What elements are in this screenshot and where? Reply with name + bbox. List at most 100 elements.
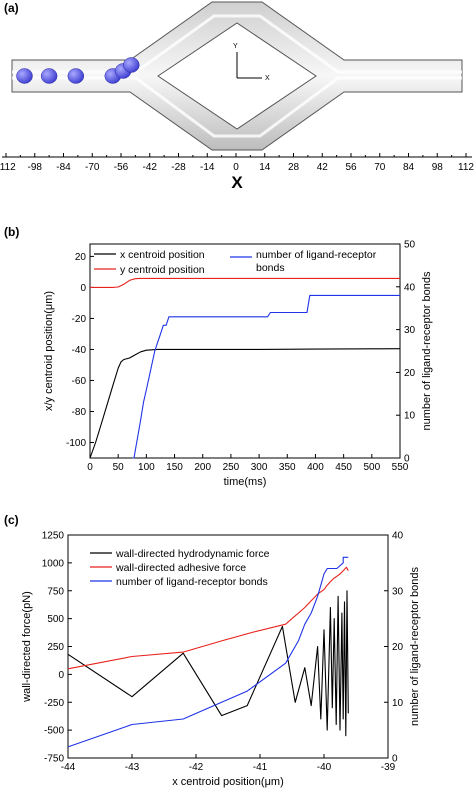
cell-5	[123, 57, 140, 73]
chart-c-y-tick-label-1: 1000	[42, 558, 65, 569]
diagram-tick-label-7: -14	[200, 162, 215, 173]
diagram-tick-label-12: 56	[345, 162, 357, 173]
chart-b-y-tick-label-5: -80	[72, 407, 87, 418]
panel-label-a: (a)	[4, 1, 19, 15]
axis-glyph-x-label: X	[265, 75, 270, 82]
chart-b-x-tick-label-5: 250	[223, 462, 240, 473]
legend-c-adhesive-label: wall-directed adhesive force	[115, 562, 246, 574]
legend-c-bonds-label: number of ligand-receptor bonds	[116, 576, 268, 588]
legend-b-x-label: x centroid position	[120, 249, 205, 261]
diagram-tick-label-3: -70	[85, 162, 100, 173]
chart-b-x-tick-label-7: 350	[279, 462, 296, 473]
diagram-tick-label-9: 14	[259, 162, 271, 173]
chart-b-x-tick-label-11: 550	[392, 462, 409, 473]
chart-b: 0 50 100 150 200 250 300 350 400 450 500 550200-20-…	[43, 240, 433, 489]
chart-b-x-tick-label-6: 300	[251, 462, 268, 473]
chart-b-y2-tick-label-2: 30	[404, 325, 416, 336]
chart-c-y2-axis-label: number of ligand-receptor bonds	[409, 567, 421, 726]
chart-c-y-tick-label-4: 250	[47, 642, 64, 653]
chart-b-series-0-line	[89, 348, 401, 459]
chart-b-y2-tick-label-0: 50	[404, 240, 416, 251]
legend-b-bonds-line1: number of ligand-receptor	[256, 249, 377, 261]
legend-b-y-label: y centroid position	[120, 264, 205, 276]
panel-label-c: (c)	[4, 513, 19, 527]
legend-c-hydro-label: wall-directed hydrodynamic force	[115, 548, 270, 560]
diagram-x-label: X	[231, 173, 243, 192]
diagram-tick-label-16: 112	[458, 162, 474, 173]
diagram-tick-label-10: 28	[288, 162, 300, 173]
diagram-x-ticks: -112 -98 -84 -70 -56 -42 -28 -14 0 14 28 42 56 70 84 98…	[0, 153, 474, 173]
chart-c-y2-tick-label-3: 10	[392, 698, 404, 709]
legend-b-bonds-label: number of ligand-receptor bonds	[256, 249, 379, 274]
cell-2	[67, 68, 85, 84]
cell-0	[16, 68, 33, 84]
diagram-tick-label-15: 98	[432, 162, 444, 173]
chart-b-y-tick-label-6: -100	[66, 438, 86, 449]
chart-c-y2-tick-label-2: 20	[392, 642, 404, 653]
chart-c-x-tick-label-0: -44	[61, 762, 76, 773]
channel-diagram: Y X -112 -98 -84 -70 -56 -42 -28 -14 0 14 28 42 56 70…	[0, 1, 474, 192]
diagram-tick-label-11: 42	[317, 162, 329, 173]
diagram-tick-label-2: -84	[56, 162, 71, 173]
chart-b-y-tick-label-3: -40	[72, 345, 87, 356]
legend-b-bonds-line2: bonds	[256, 262, 285, 274]
chart-b-x-tick-label-4: 200	[194, 462, 211, 473]
chart-c-y-tick-label-5: 0	[58, 670, 64, 681]
chart-b-x-axis-label: time(ms)	[224, 476, 267, 488]
chart-b-plot-frame	[89, 243, 401, 459]
chart-b-y2-tick-label-1: 40	[404, 282, 416, 293]
chart-c-x-tick-label-5: -39	[381, 762, 396, 773]
chart-c-y2-tick-label-0: 40	[392, 531, 404, 542]
chart-c-x-tick-label-1: -43	[125, 762, 140, 773]
diagram-tick-label-6: -28	[171, 162, 186, 173]
chart-b-x-tick-label-10: 500	[363, 462, 380, 473]
diagram-tick-label-13: 70	[374, 162, 386, 173]
chart-c-y-tick-label-2: 750	[47, 586, 64, 597]
chart-c-y-axis-label: wall-directed force(pN)	[21, 591, 33, 703]
chart-b-y2-tick-label-3: 20	[404, 368, 416, 379]
diagram-tick-label-5: -42	[143, 162, 158, 173]
chart-b-y-tick-label-0: 20	[75, 252, 87, 263]
chart-c-series-2-line	[67, 556, 349, 748]
chart-c-y-tick-label-7: -500	[44, 726, 64, 737]
chart-c-y-tick-label-8: -750	[44, 754, 64, 765]
cell-1	[40, 68, 58, 84]
chart-b-y2-tick-label-5: 0	[404, 454, 410, 465]
chart-b-series-2-line	[132, 294, 400, 459]
panel-label-b: (b)	[4, 225, 19, 239]
chart-c-x-axis-label: x centroid position(μm)	[172, 776, 284, 788]
chart-c-x-tick-label-2: -42	[189, 762, 204, 773]
diagram-tick-label-14: 84	[403, 162, 415, 173]
chart-c-y2-tick-label-4: 0	[392, 754, 398, 765]
chart-b-y-tick-label-2: -20	[72, 314, 87, 325]
chart-b-x-tick-label-1: 50	[113, 462, 125, 473]
chart-b-legend: x centroid position y centroid position …	[94, 249, 379, 276]
chart-c-y-tick-label-3: 500	[47, 614, 64, 625]
chart-c: -44 -43 -42 -41 -40 -39 1250 1000 750 500 250 0 -250…	[21, 531, 421, 789]
diagram-tick-label-4: -56	[114, 162, 129, 173]
chart-c-y2-tick-label-1: 30	[392, 586, 404, 597]
chart-b-x-tick-label-9: 450	[335, 462, 352, 473]
diagram-tick-label-1: -98	[28, 162, 43, 173]
chart-b-y-tick-label-4: -60	[72, 376, 87, 387]
chart-c-x-tick-label-3: -41	[253, 762, 268, 773]
diagram-tick-label-0: -112	[0, 162, 16, 173]
chart-c-y-tick-label-6: -250	[44, 698, 64, 709]
chart-b-x-tick-label-8: 400	[307, 462, 324, 473]
chart-b-series-1-line	[90, 277, 400, 288]
chart-b-y-axis-label: x/y centroid position(μm)	[43, 291, 55, 411]
chart-c-series-0-line	[67, 590, 349, 737]
chart-b-x-tick-label-2: 100	[138, 462, 155, 473]
chart-c-y-tick-label-0: 1250	[42, 531, 65, 542]
chart-c-x-tick-label-4: -40	[317, 762, 332, 773]
axis-glyph-y-label: Y	[233, 43, 238, 50]
chart-c-legend: wall-directed hydrodynamic force wall-di…	[90, 548, 270, 588]
diagram-tick-label-8: 0	[233, 162, 239, 173]
chart-b-y2-axis-label: number of ligand-receptor bonds	[421, 271, 433, 430]
cells	[16, 57, 140, 84]
chart-b-x-tick-label-3: 150	[166, 462, 183, 473]
chart-b-y-tick-label-1: 0	[80, 283, 86, 294]
chart-b-x-tick-label-0: 0	[87, 462, 93, 473]
chart-c-series-1-line	[67, 566, 349, 670]
